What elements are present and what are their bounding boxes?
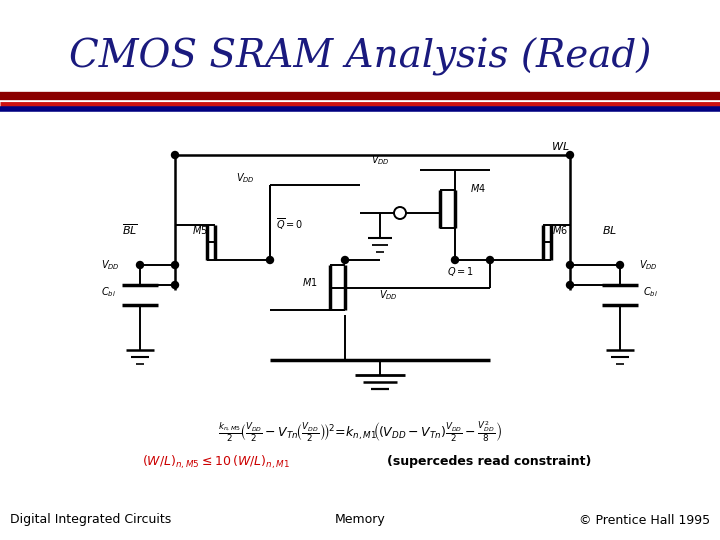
- Text: $M6$: $M6$: [552, 224, 568, 236]
- Circle shape: [171, 281, 179, 288]
- Circle shape: [266, 256, 274, 264]
- Circle shape: [171, 261, 179, 268]
- Circle shape: [567, 281, 574, 288]
- Text: Digital Integrated Circuits: Digital Integrated Circuits: [10, 514, 171, 526]
- Text: $\frac{k_{n,M5}}{2}\!\left(\frac{V_{DD}}{2} - V_{Tn}\!\left(\frac{V_{DD}}{2}\rig: $\frac{k_{n,M5}}{2}\!\left(\frac{V_{DD}}…: [218, 420, 502, 444]
- Circle shape: [137, 261, 143, 268]
- Text: $M4$: $M4$: [470, 182, 486, 194]
- Text: $\overline{BL}$: $\overline{BL}$: [122, 222, 138, 237]
- Circle shape: [451, 256, 459, 264]
- Circle shape: [171, 152, 179, 159]
- Text: $WL$: $WL$: [551, 140, 570, 152]
- Circle shape: [567, 152, 574, 159]
- Text: $C_{bi}$: $C_{bi}$: [642, 285, 657, 299]
- Text: $V_{DD}$: $V_{DD}$: [235, 171, 254, 185]
- Text: $V_{DD}$: $V_{DD}$: [639, 258, 657, 272]
- Text: $BL$: $BL$: [603, 224, 618, 236]
- Text: $M5$: $M5$: [192, 224, 208, 236]
- Text: (supercedes read constraint): (supercedes read constraint): [387, 456, 592, 469]
- Text: $M1$: $M1$: [302, 276, 318, 288]
- Text: $\overline{Q}=0$: $\overline{Q}=0$: [276, 216, 304, 232]
- Circle shape: [567, 261, 574, 268]
- Circle shape: [616, 261, 624, 268]
- Text: $V_{DD}$: $V_{DD}$: [371, 153, 390, 167]
- Text: $V_{DD}$: $V_{DD}$: [379, 288, 397, 302]
- Text: © Prentice Hall 1995: © Prentice Hall 1995: [579, 514, 710, 526]
- Text: CMOS SRAM Analysis (Read): CMOS SRAM Analysis (Read): [69, 37, 651, 76]
- Text: $V_{DD}$: $V_{DD}$: [101, 258, 120, 272]
- Text: $Q=1$: $Q=1$: [446, 266, 474, 279]
- Text: $(W/L)_{n,M5} \leq 10\,(W/L)_{n,M1}$: $(W/L)_{n,M5} \leq 10\,(W/L)_{n,M1}$: [142, 453, 290, 471]
- Text: Memory: Memory: [335, 514, 385, 526]
- Circle shape: [487, 256, 493, 264]
- Circle shape: [341, 256, 348, 264]
- Text: $C_{bi}$: $C_{bi}$: [101, 285, 115, 299]
